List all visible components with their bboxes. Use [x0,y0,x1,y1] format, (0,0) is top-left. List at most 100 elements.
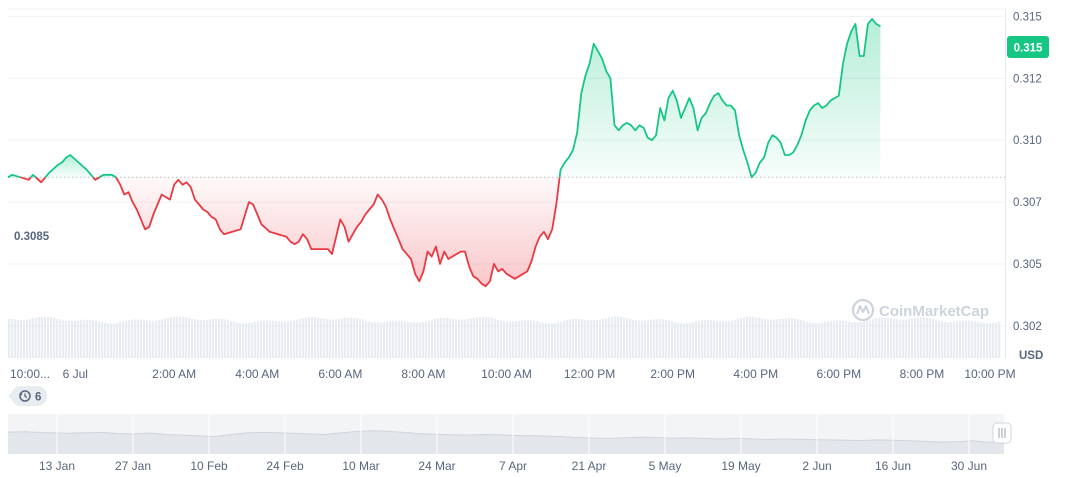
volume-bar [983,322,986,358]
volume-bar [890,318,893,358]
volume-bar [80,320,83,358]
volume-bar [542,322,545,358]
volume-bar [986,323,989,358]
volume-bar [686,323,689,358]
volume-bar [527,320,530,358]
volume-bar [584,319,587,358]
volume-bar [416,322,419,358]
volume-bar [443,317,446,358]
volume-bar [920,317,923,358]
navigator-tick-label: 30 Jun [951,459,987,473]
range-navigator[interactable]: 13 Jan 27 Jan 10 Feb 24 Feb 10 Mar 24 Mar 7 Ap… [7,414,1012,473]
x-tick-label: 2:00 PM [650,367,695,381]
volume-bar [128,320,131,358]
volume-bar [149,320,152,358]
volume-bar [512,321,515,358]
events-badge[interactable]: 6 [11,386,47,406]
navigator-handle[interactable] [992,422,1012,444]
navigator-mini-area [8,430,1004,454]
volume-bar [824,322,827,358]
y-tick-label: 0.305 [1013,259,1042,271]
volume-bar [197,319,200,358]
volume-bar [659,319,662,358]
volume-bar [995,322,998,358]
volume-bar [854,322,857,358]
current-price-badge [1007,36,1049,58]
volume-bar [347,317,350,358]
volume-bar [218,318,221,358]
volume-bar [29,318,32,358]
volume-bar [665,320,668,358]
volume-bar [494,318,497,358]
volume-bar [320,318,323,358]
volume-bar [296,319,299,358]
volume-bar [815,323,818,358]
volume-bar [710,320,713,358]
volume-bar [161,319,164,358]
volume-bar [422,322,425,358]
volume-bar [935,319,938,358]
volume-bar [569,319,572,358]
volume-bar [107,323,110,358]
volume-bar [716,320,719,358]
volume-bar [125,320,128,358]
events-badge-bg[interactable] [11,386,47,406]
volume-bar [323,318,326,358]
volume-bar [62,320,65,358]
volume-bar [836,320,839,358]
volume-bar [281,321,284,358]
volume-bar [23,319,26,358]
volume-bar [860,322,863,358]
volume-bar [191,319,194,358]
volume-bar [167,317,170,358]
volume-bar [827,321,830,358]
volume-bar [44,316,47,358]
volume-bar [251,322,254,358]
volume-bar [926,317,929,358]
volume-bar [932,318,935,358]
volume-bar [326,319,329,358]
volume-bar [278,321,281,358]
volume-bar [764,319,767,358]
volume-bar [776,319,779,358]
x-tick-label: 2:00 AM [152,367,196,381]
volume-bar [680,323,683,358]
navigator-tick-label: 24 Feb [266,459,304,473]
volume-bar [818,322,821,358]
volume-bar [41,316,44,358]
volume-bar [392,320,395,358]
volume-bar [674,322,677,358]
y-tick-label: 0.315 [1013,11,1042,23]
coinmarketcap-watermark: CoinMarketCap [851,298,989,322]
navigator-tick-label: 10 Mar [342,459,379,473]
volume-bar [566,319,569,358]
volume-bar [65,320,68,358]
volume-bar [17,319,20,358]
volume-bar [650,319,653,358]
x-tick-label: 6:00 AM [318,367,362,381]
volume-bar [188,318,191,358]
volume-bar [53,318,56,358]
volume-bar [695,321,698,358]
volume-bar [380,322,383,358]
up-segment [44,154,94,178]
volume-bar [20,319,23,358]
navigator-tick-label: 2 Jun [802,459,831,473]
volume-bar [923,317,926,358]
volume-bar [224,319,227,358]
volume-bar [287,321,290,358]
reference-price-label: 0.3085 [14,231,50,243]
volume-bar [689,322,692,358]
volume-bar [461,319,464,358]
down-segment [92,176,100,181]
volume-bar [743,317,746,358]
volume-bar [731,320,734,358]
volume-bar [959,321,962,358]
volume-bar [617,316,620,358]
y-tick-label: 0.302 [1013,321,1042,333]
volume-bar [698,320,701,358]
navigator-tick-label: 7 Apr [499,459,527,473]
volume-bar [233,321,236,358]
volume-bar [719,321,722,358]
